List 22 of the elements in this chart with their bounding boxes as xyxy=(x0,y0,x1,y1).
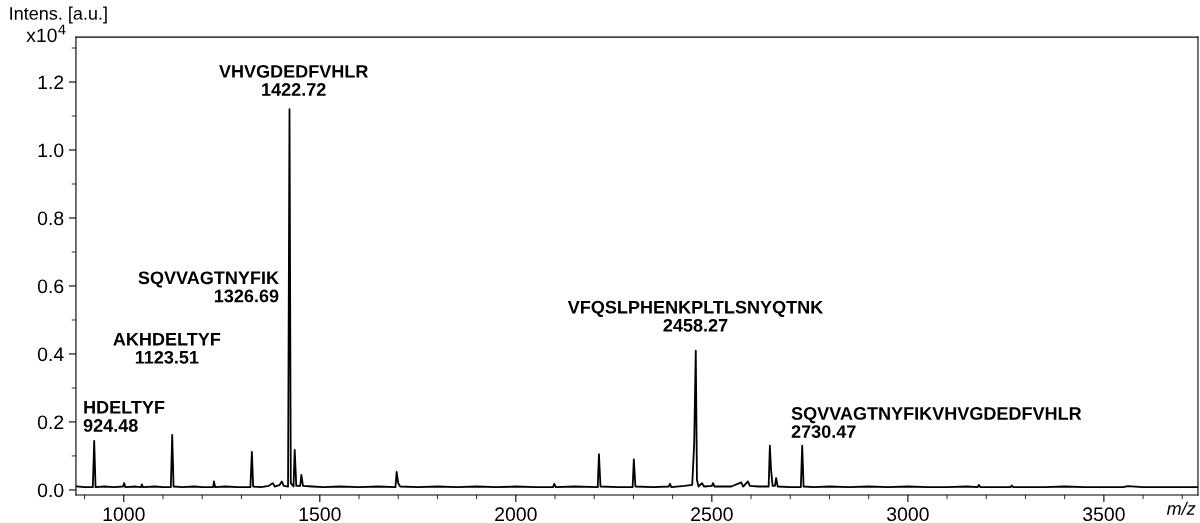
annotation: VHVGDEDFVHLR 1422.72 xyxy=(219,64,369,96)
y-tick-label: 1.0 xyxy=(38,143,64,158)
y-axis-title: Intens. [a.u.] xyxy=(10,6,107,24)
annotation: SQVVAGTNYFIK 1326.69 xyxy=(138,271,279,303)
x-tick-label: 3500 xyxy=(1082,507,1125,522)
x-tick-label: 3000 xyxy=(886,507,929,522)
x-tick-label: 1500 xyxy=(299,507,341,522)
y-tick-label: 0.0 xyxy=(37,483,64,498)
annotation: HDELTYF 924.48 xyxy=(83,401,165,432)
y-tick-label: 0.2 xyxy=(37,415,64,430)
x-tick-label: 2000 xyxy=(495,507,537,522)
y-tick-label: 0.6 xyxy=(37,279,64,294)
y-tick-label: 0.8 xyxy=(37,211,64,226)
x-tick-label: 2500 xyxy=(691,507,733,522)
y-tick-label: 0.4 xyxy=(37,347,64,362)
annotation: AKHDELTYF 1123.51 xyxy=(113,332,221,364)
annotation: SQVVAGTNYFIKVHVGDEDFVHLR 2730.47 xyxy=(791,407,1082,439)
annotation: VFQSLPHENKPLTLSNYQTNK 2458.27 xyxy=(567,300,824,332)
x-tick-label: 1000 xyxy=(103,507,145,522)
x-axis-title: m/z xyxy=(1166,501,1196,515)
y-tick-label: 1.2 xyxy=(38,75,64,90)
text: x10$^{4}$ xyxy=(26,24,66,43)
